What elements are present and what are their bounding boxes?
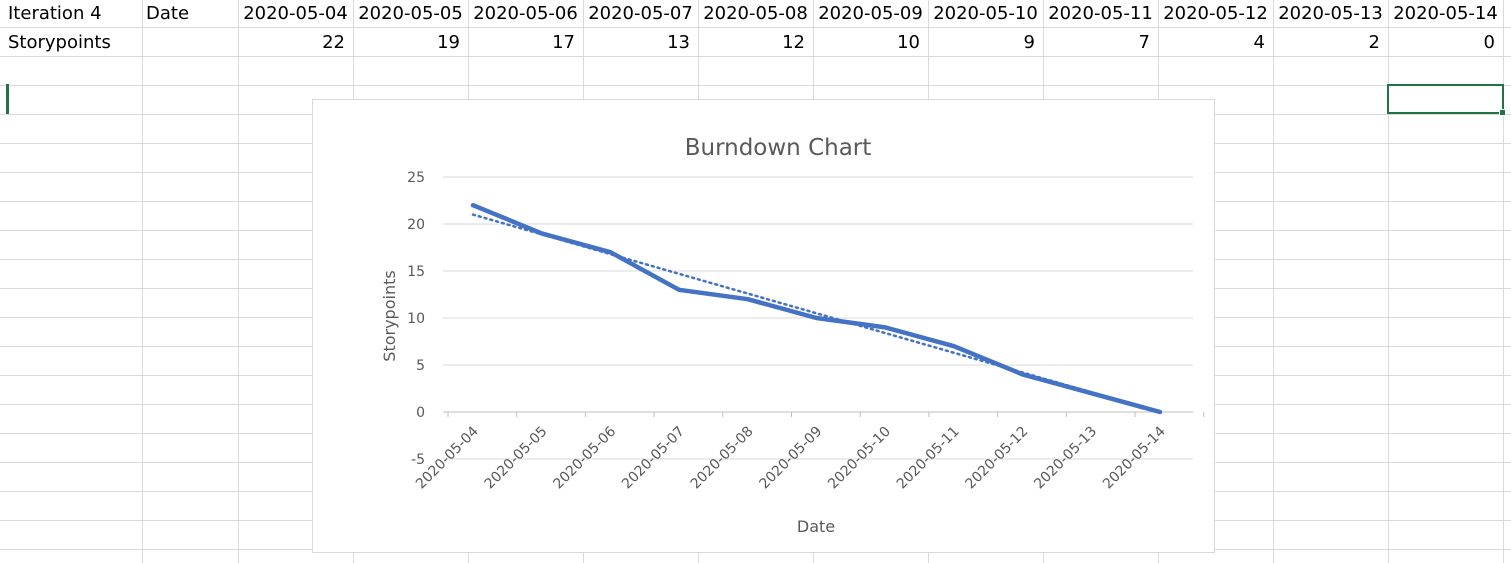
- cell-date-10[interactable]: 2020-05-13: [1278, 3, 1383, 24]
- series-line: [470, 202, 1163, 415]
- series-polyline: [470, 202, 1163, 415]
- x-tick-label: 2020-05-11: [894, 424, 963, 493]
- y-tick-label: 20: [407, 217, 425, 233]
- x-tick-label: 2020-05-05: [482, 424, 551, 493]
- x-tick-label: 2020-05-14: [1100, 423, 1169, 492]
- cell-date-9[interactable]: 2020-05-12: [1163, 3, 1268, 24]
- cell-date-11[interactable]: 2020-05-14: [1393, 3, 1498, 24]
- x-tick-label: 2020-05-10: [825, 424, 894, 493]
- y-tick-label: -5: [411, 452, 425, 468]
- y-tick-label: 15: [407, 264, 425, 280]
- cell-date-2[interactable]: 2020-05-05: [358, 3, 463, 24]
- x-tick-label: 2020-05-13: [1031, 424, 1100, 493]
- chart-svg: Burndown Chart 25 20 15 10 5 0 -5 2020-05-04 20…: [380, 135, 1205, 536]
- cell-points-3[interactable]: 17: [552, 32, 575, 53]
- gridlines: [443, 176, 1193, 460]
- y-tick-label: 0: [416, 405, 425, 421]
- x-axis-label: Date: [797, 517, 835, 536]
- cell-points-11[interactable]: 0: [1483, 32, 1495, 53]
- x-tick-labels: 2020-05-04 2020-05-05 2020-05-06 2020-05-07…: [413, 423, 1169, 492]
- cell-points-9[interactable]: 4: [1253, 32, 1265, 53]
- cell-date-1[interactable]: 2020-05-04: [243, 3, 348, 24]
- y-tick-labels: 25 20 15 10 5 0 -5: [407, 170, 425, 468]
- selected-cell[interactable]: [1387, 84, 1504, 114]
- cell-points-8[interactable]: 7: [1138, 32, 1150, 53]
- cell-points-5[interactable]: 12: [782, 32, 805, 53]
- y-tick-label: 10: [407, 311, 425, 327]
- cell-points-1[interactable]: 22: [322, 32, 345, 53]
- cell-points-6[interactable]: 10: [897, 32, 920, 53]
- cell-date-4[interactable]: 2020-05-07: [588, 3, 693, 24]
- cell-a1[interactable]: Iteration 4: [8, 3, 102, 24]
- cell-a2[interactable]: Storypoints: [8, 32, 111, 53]
- cell-points-7[interactable]: 9: [1023, 32, 1035, 53]
- y-tick-label: 25: [407, 170, 425, 186]
- cell-date-6[interactable]: 2020-05-09: [818, 3, 923, 24]
- x-tick-label: 2020-05-09: [756, 424, 825, 493]
- x-tick-label: 2020-05-08: [688, 424, 757, 493]
- y-axis-label: Storypoints: [380, 270, 399, 361]
- cell-date-7[interactable]: 2020-05-10: [933, 3, 1038, 24]
- cell-points-10[interactable]: 2: [1368, 32, 1380, 53]
- cell-points-2[interactable]: 19: [437, 32, 460, 53]
- x-tick-label: 2020-05-06: [550, 423, 619, 492]
- burndown-chart[interactable]: Burndown Chart 25 20 15 10 5 0 -5 2020-05-04 20…: [312, 99, 1215, 553]
- cell-date-8[interactable]: 2020-05-11: [1048, 3, 1153, 24]
- fill-handle[interactable]: [1499, 109, 1506, 116]
- y-tick-label: 5: [416, 358, 425, 374]
- cell-points-4[interactable]: 13: [667, 32, 690, 53]
- x-tick-label: 2020-05-07: [619, 424, 688, 493]
- chart-title: Burndown Chart: [685, 135, 872, 161]
- cell-date-3[interactable]: 2020-05-06: [473, 3, 578, 24]
- cell-date-5[interactable]: 2020-05-08: [703, 3, 808, 24]
- x-axis: [443, 411, 1205, 417]
- x-tick-label: 2020-05-12: [963, 424, 1032, 493]
- cell-b1[interactable]: Date: [146, 3, 190, 24]
